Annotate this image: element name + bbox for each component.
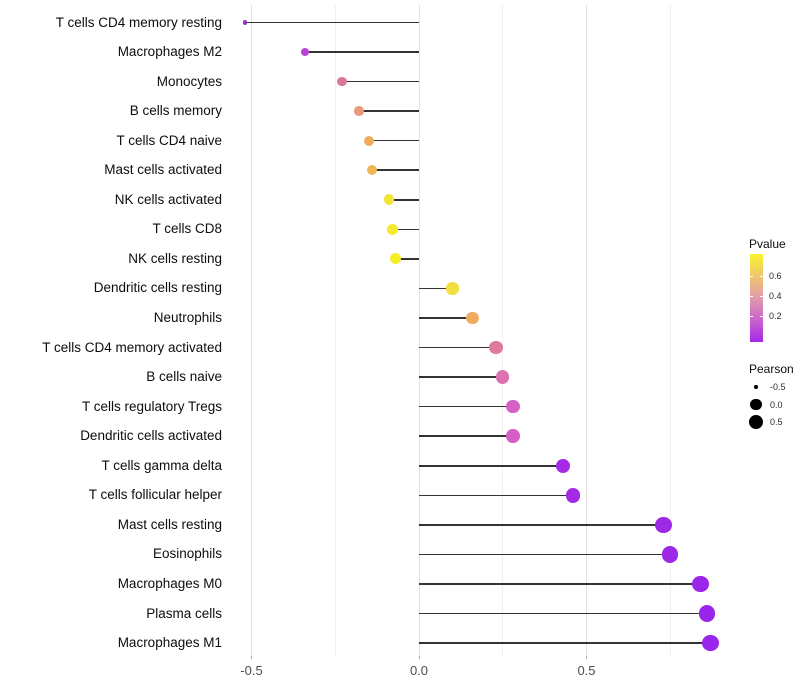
- pvalue-tick-label: 0.2: [769, 311, 782, 321]
- pearson-size-dot: [754, 385, 758, 389]
- y-axis-label: Mast cells activated: [104, 162, 222, 178]
- pvalue-colorbar-tick: [760, 296, 763, 297]
- y-axis-label: NK cells activated: [114, 191, 222, 207]
- lollipop-dot: [702, 634, 719, 652]
- pvalue-tick-label: 0.6: [769, 271, 782, 281]
- y-axis-label: Macrophages M0: [117, 575, 222, 591]
- lollipop-stem: [419, 583, 701, 585]
- y-axis-label: Mast cells resting: [117, 516, 222, 532]
- y-axis-label: Plasma cells: [146, 605, 222, 621]
- pvalue-colorbar-tick: [760, 276, 763, 277]
- lollipop-dot: [506, 429, 520, 443]
- pearson-size-label: -0.5: [770, 382, 786, 392]
- lollipop-dot: [383, 194, 395, 206]
- y-axis-label: Monocytes: [156, 73, 222, 89]
- lollipop-stem: [419, 405, 513, 408]
- lollipop-stem: [388, 199, 419, 201]
- y-axis-label: T cells regulatory Tregs: [81, 398, 222, 414]
- pearson-legend-title: Pearson: [749, 362, 794, 376]
- y-axis-label: Dendritic cells activated: [80, 428, 222, 444]
- lollipop-stem: [419, 612, 708, 615]
- lollipop-stem: [372, 169, 419, 172]
- lollipop-stem: [305, 51, 419, 53]
- lollipop-dot: [506, 399, 520, 414]
- y-axis-label: T cells gamma delta: [101, 457, 222, 473]
- y-axis-label: Eosinophils: [152, 546, 222, 562]
- lollipop-dot: [446, 282, 459, 295]
- lollipop-stem: [419, 464, 564, 467]
- minor-gridline: [669, 5, 671, 656]
- lollipop-dot: [367, 165, 378, 176]
- lollipop-dot: [565, 488, 581, 503]
- lollipop-dot: [662, 546, 679, 563]
- x-axis-tick-label: -0.5: [240, 663, 263, 678]
- x-axis-tick-mark: [251, 656, 252, 659]
- lollipop-stem: [341, 80, 419, 83]
- lollipop-stem: [419, 435, 513, 437]
- pearson-size-label: 0.0: [770, 399, 783, 410]
- lollipop-dot: [489, 340, 503, 355]
- y-axis-label: B cells naive: [146, 369, 222, 385]
- major-gridline: [586, 5, 587, 656]
- y-axis-label: B cells memory: [129, 103, 222, 119]
- lollipop-stem: [419, 553, 671, 556]
- y-axis-label: T cells follicular helper: [88, 487, 222, 503]
- pvalue-legend-title: Pvalue: [749, 237, 786, 251]
- lollipop-stem: [419, 376, 503, 378]
- lollipop-stem: [419, 494, 574, 497]
- lollipop-stem: [244, 21, 419, 24]
- lollipop-dot: [496, 370, 510, 384]
- x-axis-tick-label: 0.0: [409, 663, 429, 678]
- pearson-size-dot: [748, 414, 764, 430]
- lollipop-dot: [692, 575, 709, 593]
- pvalue-colorbar-tick: [750, 316, 753, 317]
- y-axis-label: T cells CD4 naive: [116, 132, 222, 148]
- lollipop-dot: [386, 223, 398, 235]
- lollipop-dot: [363, 135, 374, 146]
- y-axis-label: T cells CD4 memory activated: [42, 339, 222, 355]
- pvalue-colorbar: [750, 254, 763, 342]
- major-gridline: [418, 5, 420, 656]
- lollipop-dot: [353, 106, 364, 117]
- lollipop-stem: [419, 317, 473, 319]
- minor-gridline: [502, 5, 504, 656]
- pearson-size-label: 0.5: [770, 417, 783, 427]
- lollipop-stem: [419, 287, 453, 290]
- major-gridline: [251, 5, 252, 656]
- lollipop-dot: [337, 76, 347, 87]
- minor-gridline: [334, 5, 336, 656]
- lollipop-dot: [390, 253, 401, 265]
- lollipop-stem: [419, 524, 664, 526]
- lollipop-stem: [419, 642, 711, 644]
- lollipop-dot: [655, 516, 672, 533]
- pvalue-colorbar-tick: [750, 276, 753, 277]
- y-axis-label: Macrophages M2: [117, 44, 222, 60]
- x-axis-tick-mark: [586, 656, 587, 659]
- y-axis-label: T cells CD8: [152, 221, 222, 237]
- lollipop-stem: [395, 258, 419, 260]
- y-axis-label: Dendritic cells resting: [93, 280, 222, 296]
- y-axis-label: Macrophages M1: [117, 635, 222, 651]
- y-axis-label: Neutrophils: [153, 310, 222, 325]
- x-axis-tick-mark: [418, 656, 420, 659]
- lollipop-stem: [358, 110, 419, 112]
- lollipop-dot: [555, 458, 571, 473]
- lollipop-stem: [368, 139, 419, 142]
- pearson-size-dot: [750, 398, 762, 411]
- lollipop-stem: [419, 346, 497, 349]
- y-axis-label: NK cells resting: [128, 250, 222, 266]
- lollipop-dot: [698, 605, 716, 622]
- lollipop-stem: [392, 228, 419, 231]
- y-axis-label: T cells CD4 memory resting: [55, 14, 222, 30]
- x-axis-tick-label: 0.5: [577, 663, 596, 678]
- pvalue-colorbar-tick: [760, 316, 763, 317]
- lollipop-dot: [466, 311, 479, 325]
- lollipop-dot: [242, 20, 248, 25]
- pvalue-tick-label: 0.4: [769, 291, 782, 301]
- lollipop-dot: [301, 48, 310, 57]
- pvalue-colorbar-tick: [750, 296, 753, 297]
